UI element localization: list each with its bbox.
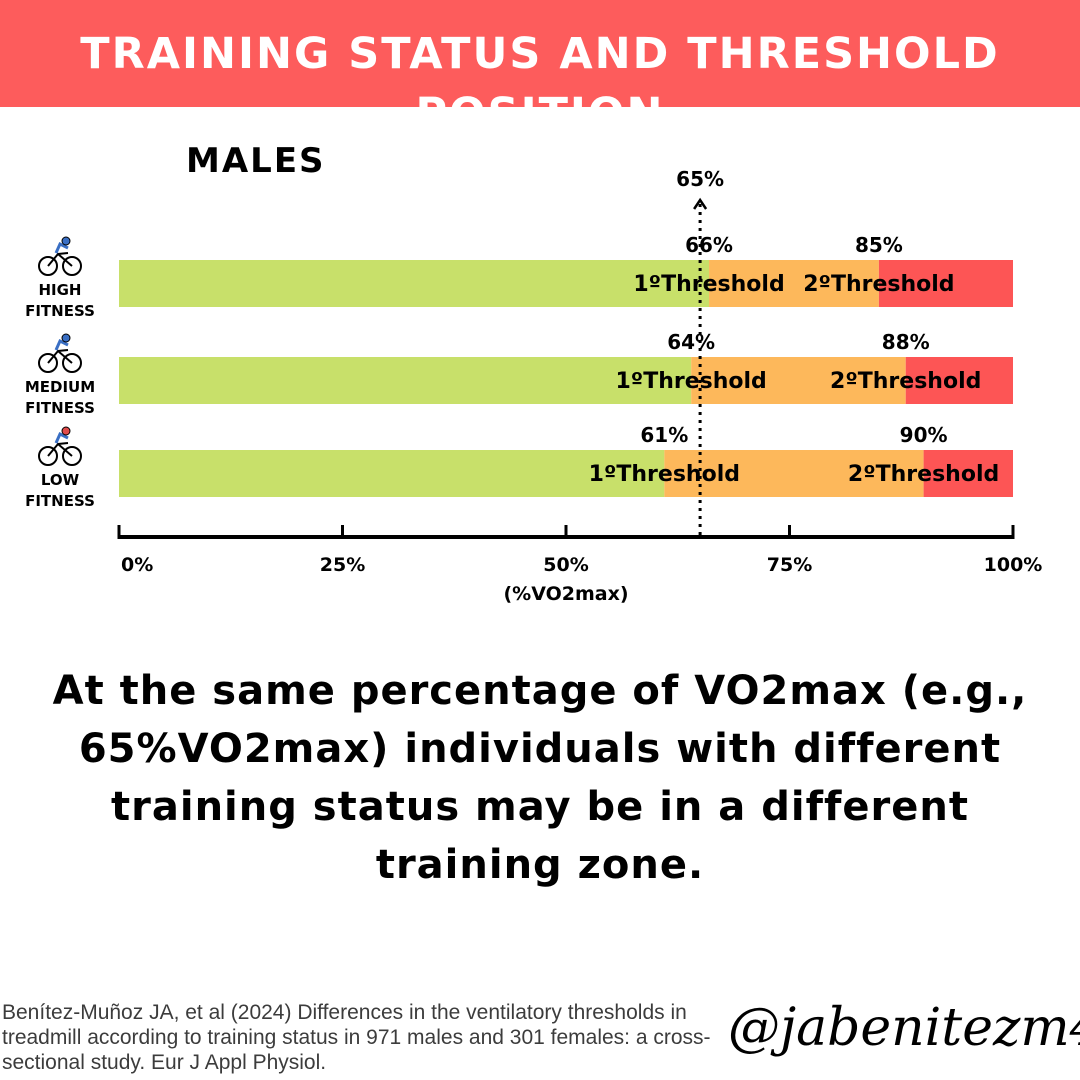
threshold-1-value-label: 64%	[667, 330, 715, 354]
zone-above-threshold-2	[905, 357, 1013, 404]
category-label-line-2: FITNESS	[25, 399, 95, 417]
bike-frame	[47, 442, 73, 457]
bike-frame	[47, 349, 73, 364]
rider-helmet	[61, 426, 71, 436]
category-label-line-2: FITNESS	[25, 492, 95, 510]
reference-arrowhead	[693, 197, 708, 210]
wheel-rear	[38, 446, 58, 466]
cyclist-icon	[38, 426, 82, 466]
threshold-2-value-label: 88%	[882, 330, 930, 354]
threshold-1-label: 1ºThreshold	[615, 369, 766, 394]
zone-between-thresholds	[691, 357, 906, 404]
bar-row: 61% 90% 1ºThreshold 2ºThreshold LOW FITNESS	[25, 423, 1013, 510]
zone-between-thresholds	[709, 260, 879, 307]
zone-above-threshold-2	[878, 260, 1013, 307]
rider-body	[54, 431, 69, 444]
category-label-line-1: MEDIUM	[25, 378, 95, 396]
rider-body	[54, 338, 69, 351]
wheel-front	[62, 446, 82, 466]
reference-line-label: 65%	[676, 167, 724, 191]
wheel-front	[62, 256, 82, 276]
category-label-line-1: HIGH	[38, 281, 81, 299]
chart-title: MALES	[186, 141, 326, 181]
cyclist-icon	[38, 333, 82, 373]
zone-below-threshold-1	[119, 450, 665, 497]
threshold-2-label: 2ºThreshold	[803, 272, 954, 297]
x-tick-label: 50%	[543, 554, 588, 576]
bike-frame	[47, 252, 73, 267]
cyclist-icon	[38, 236, 82, 276]
x-tick-label: 75%	[767, 554, 812, 576]
citation-text: Benítez-Muñoz JA, et al (2024) Differenc…	[2, 1001, 711, 1074]
zone-between-thresholds	[664, 450, 924, 497]
zone-below-threshold-1	[119, 260, 710, 307]
takeaway-text: At the same percentage of VO2max (e.g., …	[52, 668, 1028, 888]
zone-below-threshold-1	[119, 357, 692, 404]
category-label-line-1: LOW	[41, 471, 80, 489]
rider-body	[54, 241, 69, 254]
threshold-chart: MALES 66% 85% 1ºThreshold 2ºThreshold HIGH FIT…	[25, 141, 1043, 605]
zone-above-threshold-2	[923, 450, 1013, 497]
threshold-2-label: 2ºThreshold	[848, 462, 999, 487]
x-tick-label: 100%	[984, 554, 1043, 576]
author-handle: @jabenitezm4	[728, 998, 1080, 1058]
title-banner: TRAINING STATUS AND THRESHOLD POSITION	[0, 0, 1080, 139]
threshold-1-value-label: 61%	[640, 423, 688, 447]
threshold-2-label: 2ºThreshold	[830, 369, 981, 394]
threshold-1-label: 1ºThreshold	[633, 272, 784, 297]
threshold-1-value-label: 66%	[685, 233, 733, 257]
threshold-2-value-label: 90%	[900, 423, 948, 447]
x-axis-label: (%VO2max)	[503, 583, 628, 605]
x-tick-label: 25%	[320, 554, 365, 576]
threshold-2-value-label: 85%	[855, 233, 903, 257]
wheel-front	[62, 353, 82, 373]
category-label-line-2: FITNESS	[25, 302, 95, 320]
x-tick-label: 0%	[121, 554, 153, 576]
bar-row: 64% 88% 1ºThreshold 2ºThreshold MEDIUM FITNES…	[25, 330, 1013, 417]
wheel-rear	[38, 256, 58, 276]
wheel-rear	[38, 353, 58, 373]
page-title: TRAINING STATUS AND THRESHOLD POSITION	[80, 29, 1000, 139]
rider-helmet	[61, 236, 71, 246]
rider-helmet	[61, 333, 71, 343]
bar-row: 66% 85% 1ºThreshold 2ºThreshold HIGH FITNESS	[25, 233, 1013, 320]
threshold-1-label: 1ºThreshold	[589, 462, 740, 487]
